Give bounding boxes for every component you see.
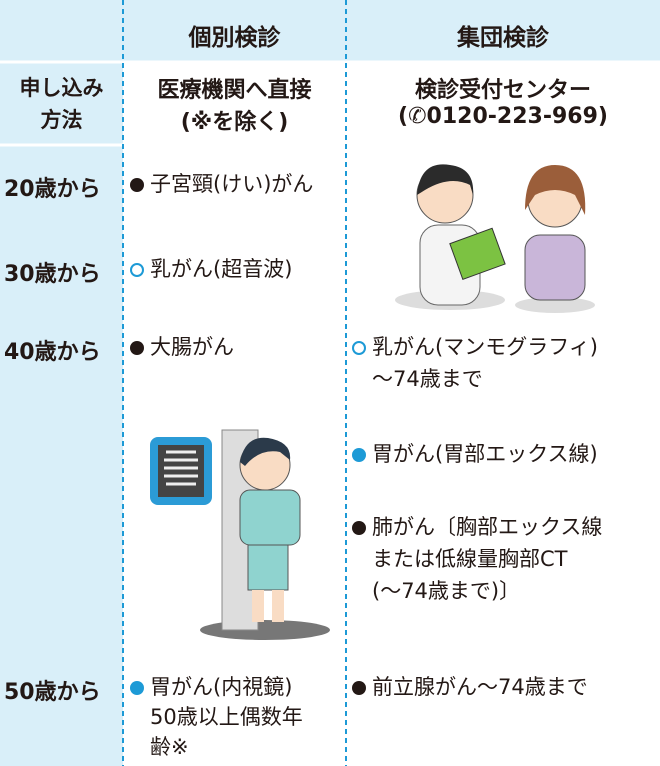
item-text: 乳がん(超音波) [150, 257, 293, 281]
item-text: 前立腺がん〜74歳まで [372, 675, 588, 699]
doctor-patient-illustration [395, 164, 595, 313]
apply-col1: (※を除く) [180, 110, 289, 135]
label-column [0, 0, 123, 766]
item-text: 齢※ [150, 735, 189, 759]
bullet [352, 681, 366, 695]
bullet [130, 263, 144, 277]
age-label: 30歳から [4, 262, 101, 287]
item-text: 50歳以上偶数年 [150, 705, 303, 729]
header-col2: 集団検診 [457, 25, 549, 51]
bullet [352, 521, 366, 535]
item-text: 肺がん〔胸部エックス線 [372, 515, 603, 539]
item-text: 子宮頸(けい)がん [150, 172, 314, 196]
age-label: 50歳から [4, 680, 101, 705]
item-text: 〜74歳まで [372, 367, 483, 391]
age-label: 20歳から [4, 177, 101, 202]
header-col1: 個別検診 [188, 25, 281, 51]
apply-label: 方法 [40, 108, 83, 132]
item-text: 胃がん(胃部エックス線) [372, 442, 598, 466]
bullet [352, 341, 366, 355]
apply-col1: 医療機関へ直接 [157, 78, 312, 103]
bullet [130, 681, 144, 695]
apply-label: 申し込み [19, 76, 104, 100]
bullet [130, 178, 144, 192]
age-label: 40歳から [4, 340, 101, 365]
bullet [130, 341, 144, 355]
item-text: 乳がん(マンモグラフィ) [372, 335, 598, 359]
bullet [352, 448, 366, 462]
xray-illustration [150, 429, 330, 640]
item-text: または低線量胸部CT [372, 547, 568, 571]
item-text: (〜74歳まで)〕 [372, 579, 521, 603]
apply-col2: (✆0120-223-969) [398, 104, 608, 129]
apply-col2: 検診受付センター [414, 78, 591, 103]
item-text: 大腸がん [150, 335, 234, 359]
item-text: 胃がん(内視鏡) [150, 675, 293, 699]
